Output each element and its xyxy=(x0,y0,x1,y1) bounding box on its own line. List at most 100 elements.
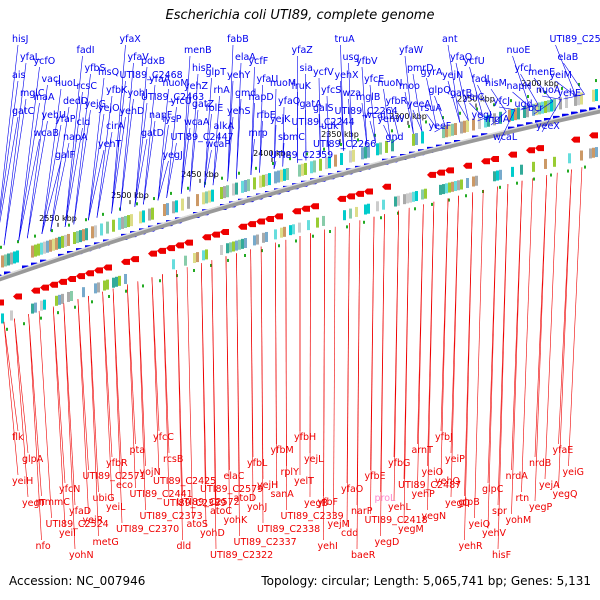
forward-feature-block xyxy=(7,253,10,266)
reverse-leader-line xyxy=(225,256,230,515)
forward-feature-block xyxy=(535,103,538,116)
forward-feature-block xyxy=(274,171,277,184)
marker-tick xyxy=(516,181,518,185)
forward-gene-label: gnd xyxy=(386,132,404,143)
reverse-gene-label: yehV xyxy=(482,528,506,539)
reverse-gene-arrow xyxy=(103,264,112,271)
forward-gene-label: ant xyxy=(442,34,458,45)
reverse-gene-label: UTI89_C2572 xyxy=(177,497,240,508)
forward-leader-line xyxy=(235,98,242,179)
forward-gene-label: fabB xyxy=(227,34,249,45)
reverse-feature-block xyxy=(118,275,121,286)
marker-tick xyxy=(561,86,563,90)
accession-label: Accession: NC_007946 xyxy=(9,574,145,588)
forward-leader-line xyxy=(157,124,169,201)
forward-feature-block xyxy=(247,179,250,192)
reverse-leader-line xyxy=(474,189,484,519)
marker-tick xyxy=(595,79,597,83)
forward-gene-label: menE xyxy=(528,67,555,78)
reverse-feature-block xyxy=(397,195,400,206)
forward-leader-line xyxy=(119,62,134,212)
marker-tick xyxy=(34,234,36,238)
reverse-gene-arrow xyxy=(265,215,274,222)
forward-feature-block xyxy=(544,100,547,113)
reverse-gene-arrow xyxy=(58,278,67,285)
marker-tick xyxy=(159,279,161,283)
forward-gene-label: fadJ xyxy=(472,74,490,85)
forward-leader-line xyxy=(111,80,126,214)
forward-leader-line xyxy=(18,102,40,241)
reverse-leader-line xyxy=(323,229,325,541)
reverse-gene-label: dld xyxy=(177,541,192,552)
marker-tick xyxy=(584,165,586,169)
forward-gene-label: gmd xyxy=(235,88,256,99)
marker-tick xyxy=(170,191,172,195)
reverse-gene-label: yfbE xyxy=(365,471,386,482)
marker-tick xyxy=(221,176,223,180)
forward-gene-label: wza xyxy=(343,88,362,99)
reverse-feature-block xyxy=(283,226,286,237)
forward-feature-block xyxy=(532,103,535,116)
forward-feature-block xyxy=(277,170,280,183)
forward-leader-line xyxy=(326,95,330,155)
reverse-gene-label: rplY xyxy=(281,467,300,478)
forward-gene-label: yfcI xyxy=(515,63,532,74)
forward-feature-block xyxy=(472,118,475,131)
reverse-gene-label: yfbL xyxy=(247,458,268,469)
marker-tick xyxy=(550,173,552,177)
reverse-leader-line xyxy=(186,267,193,519)
reverse-feature-block xyxy=(553,156,556,167)
forward-leader-line xyxy=(27,120,48,239)
forward-feature-block xyxy=(526,105,529,118)
forward-gene-label: yejK xyxy=(270,114,291,125)
forward-leader-line xyxy=(512,91,530,107)
reverse-feature-block xyxy=(226,243,229,254)
reverse-feature-block xyxy=(97,282,100,293)
kbp-tick-label: 2200 kbp xyxy=(521,79,559,88)
forward-gene-label: yehE xyxy=(558,88,582,99)
forward-feature-block xyxy=(73,232,76,245)
reverse-feature-block xyxy=(202,250,205,261)
forward-leader-line xyxy=(541,95,562,100)
reverse-leader-lines xyxy=(3,167,583,550)
forward-feature-block xyxy=(559,97,562,110)
reverse-leader-line xyxy=(63,303,76,506)
forward-leader-line xyxy=(212,95,220,186)
reverse-leader-line xyxy=(201,263,207,528)
forward-gene-label: yfaU xyxy=(257,74,279,85)
forward-gene-label: sbmC xyxy=(278,132,305,143)
reverse-gene-label: yeiR xyxy=(83,515,104,526)
forward-feature-block xyxy=(232,183,235,196)
reverse-feature-block xyxy=(94,283,97,294)
reverse-leader-line xyxy=(88,295,99,493)
reverse-feature-block xyxy=(412,191,415,202)
reverse-leader-line xyxy=(14,318,29,498)
forward-feature-block xyxy=(46,240,49,253)
reverse-leader-line xyxy=(333,226,336,519)
forward-feature-block xyxy=(163,204,166,217)
forward-leader-line xyxy=(426,77,437,129)
reverse-leader-line xyxy=(77,299,89,471)
forward-leader-line xyxy=(383,88,391,140)
reverse-feature-block xyxy=(454,181,457,192)
marker-tick xyxy=(527,95,529,99)
marker-tick xyxy=(0,245,2,249)
reverse-gene-arrow xyxy=(427,171,436,178)
forward-leader-line xyxy=(64,127,83,228)
forward-gene-label: yfbS xyxy=(85,63,106,74)
marker-tick xyxy=(187,186,189,190)
forward-feature-block xyxy=(262,174,265,187)
forward-gene-label: napH xyxy=(507,81,532,92)
forward-leader-line xyxy=(412,109,423,132)
forward-leader-line xyxy=(404,55,414,134)
forward-gene-label: wcaJ xyxy=(364,110,386,121)
forward-feature-block xyxy=(484,115,487,128)
reverse-gene-arrow xyxy=(535,145,544,152)
reverse-gene-label: sanA xyxy=(271,489,295,500)
reverse-gene-label: yfaD xyxy=(69,506,91,517)
forward-gene-label: fruK xyxy=(292,81,312,92)
forward-feature-block xyxy=(541,101,544,114)
forward-leader-line xyxy=(134,138,148,207)
reverse-gene-arrow xyxy=(274,213,283,220)
